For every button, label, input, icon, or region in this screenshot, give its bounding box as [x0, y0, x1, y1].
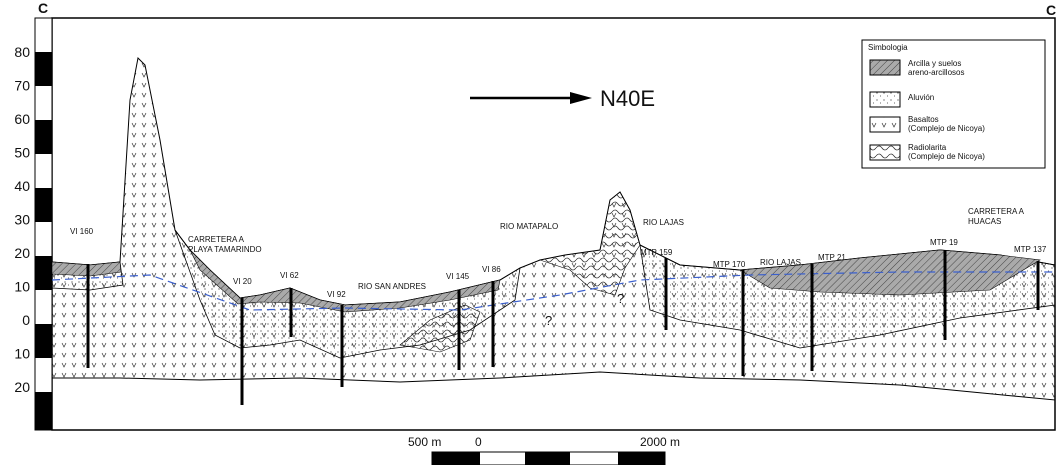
elevation-label: 80 — [14, 44, 30, 60]
section-mark: C — [38, 0, 48, 16]
legend-item: Aluvión — [908, 93, 934, 102]
road-label: HUACAS — [968, 217, 1001, 226]
scale-label: 2000 m — [640, 435, 680, 449]
legend-item: (Complejo de Nicoya) — [908, 152, 985, 161]
legend: Simbologia Arcilla y suelosareno-arcillo… — [861, 39, 1046, 169]
river-label: RIO LAJAS — [643, 218, 684, 227]
elevation-label: 70 — [14, 78, 30, 94]
legend-item: (Complejo de Nicoya) — [908, 124, 985, 133]
river-label: RIO SAN ANDRES — [358, 282, 426, 291]
road-label: PLAYA TAMARINDO — [188, 245, 262, 254]
elevation-scale: 80 70 60 50 40 30 20 10 0 10 20 — [14, 44, 30, 395]
well-label: VI 92 — [327, 290, 346, 299]
direction-arrow: N40E — [470, 86, 655, 111]
elevation-label: 50 — [14, 145, 30, 161]
road-label: CARRETERA A — [188, 235, 245, 244]
wells — [86, 250, 1040, 405]
section-mark: C — [1046, 2, 1056, 18]
well-label: VI 86 — [482, 265, 501, 274]
well-label: MTP 21 — [818, 253, 846, 262]
river-label: RIO LAJAS — [760, 258, 801, 267]
well-labels: VI 160 VI 20 VI 62 VI 92 VI 145 VI 86 MTP 159 M… — [70, 227, 1047, 299]
well-label: VI 20 — [233, 277, 252, 286]
legend-item: areno-arcillosos — [908, 68, 964, 77]
well-label: MTP 19 — [930, 238, 958, 247]
river-label: RIO MATAPALO — [500, 222, 558, 231]
question-mark: ? — [545, 313, 552, 328]
direction: N40E — [600, 86, 655, 111]
legend-item: Radiolarita — [908, 143, 947, 152]
well-label: MTP 137 — [1014, 245, 1047, 254]
elevation-label: 60 — [14, 111, 30, 127]
well-label: MTP 170 — [713, 260, 746, 269]
well-label: VI 62 — [280, 271, 299, 280]
legend-title: Simbologia — [868, 43, 908, 52]
scale-bar: 500 m 0 2000 m — [408, 435, 680, 465]
well-label: VI 160 — [70, 227, 94, 236]
elevation-label: 20 — [14, 379, 30, 395]
scale-label: 0 — [475, 435, 482, 449]
frame — [34, 17, 1056, 431]
well-label: MTP 159 — [640, 248, 673, 257]
elevation-label: 10 — [14, 279, 30, 295]
elevation-label: 20 — [14, 245, 30, 261]
road-label: CARRETERA A — [968, 207, 1025, 216]
question-mark: ? — [617, 291, 624, 306]
legend-item: Arcilla y suelos — [908, 59, 961, 68]
elevation-label: 30 — [14, 212, 30, 228]
well-label: VI 145 — [446, 272, 470, 281]
elevation-label: 40 — [14, 178, 30, 194]
river-labels: RIO SAN ANDRES RIO MATAPALO RIO LAJAS RIO L… — [358, 218, 801, 291]
elevation-label: 10 — [14, 346, 30, 362]
scale-label: 500 m — [408, 435, 441, 449]
elevation-label: 0 — [22, 312, 30, 328]
legend-item: Basaltos — [908, 115, 939, 124]
